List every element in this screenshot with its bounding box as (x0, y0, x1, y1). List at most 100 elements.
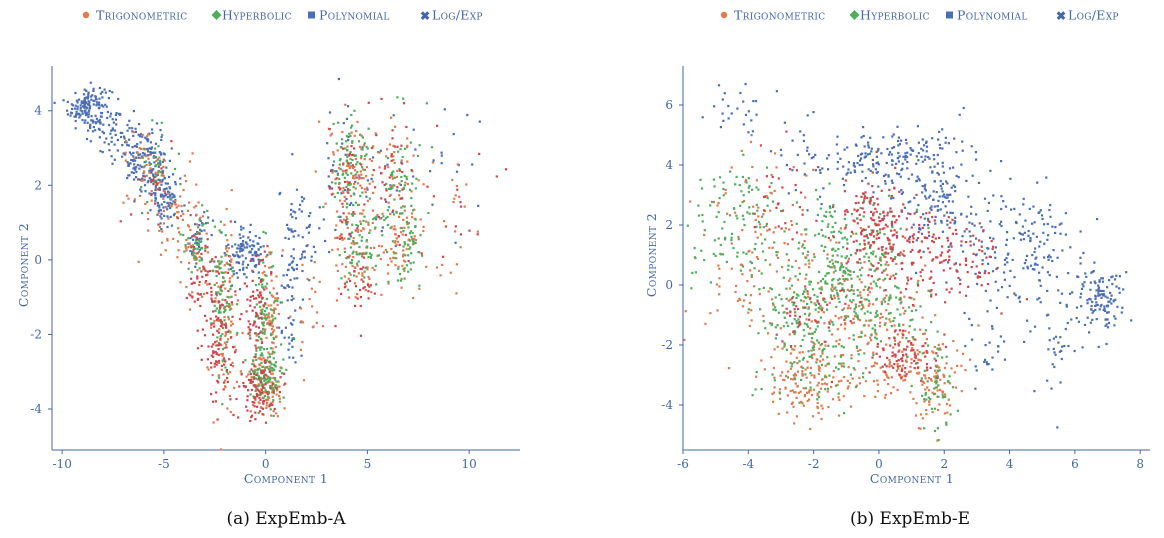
point-polynomial (921, 160, 924, 163)
point-polynomial (242, 227, 245, 230)
point-trigonometric (371, 209, 375, 212)
point-polynomial (73, 115, 76, 118)
point-polynomial (1115, 285, 1118, 288)
point-polynomial (183, 204, 186, 207)
point-trigonometric (455, 292, 458, 295)
point-logexp (373, 292, 376, 295)
point-trigonometric (396, 240, 400, 243)
point-logexp (950, 245, 953, 248)
point-trigonometric (888, 318, 891, 321)
point-polynomial (987, 363, 990, 366)
point-trigonometric (820, 404, 823, 407)
point-polynomial (305, 226, 308, 229)
point-hyperbolic (934, 386, 937, 389)
point-trigonometric (831, 333, 834, 336)
point-polynomial (1051, 259, 1054, 263)
point-trigonometric (931, 411, 934, 414)
point-trigonometric (928, 403, 931, 406)
point-polynomial (986, 246, 989, 250)
point-polynomial (1070, 318, 1073, 321)
point-trigonometric (809, 327, 812, 330)
point-polynomial (929, 194, 932, 197)
point-logexp (880, 189, 883, 192)
point-trigonometric (817, 310, 820, 314)
point-polynomial (327, 175, 330, 178)
point-polynomial (164, 182, 167, 185)
point-trigonometric (347, 212, 350, 215)
point-hyperbolic (837, 297, 840, 300)
point-trigonometric (339, 199, 342, 202)
point-hyperbolic (388, 187, 391, 190)
point-logexp (876, 267, 879, 270)
point-polynomial (195, 241, 199, 245)
point-trigonometric (749, 140, 753, 144)
point-polynomial (303, 250, 306, 253)
point-trigonometric (195, 213, 198, 216)
point-trigonometric (927, 400, 931, 403)
point-logexp (342, 212, 345, 215)
point-trigonometric (924, 377, 927, 380)
point-hyperbolic (766, 204, 769, 207)
point-logexp (843, 210, 847, 213)
point-hyperbolic (418, 284, 421, 287)
point-polynomial (1003, 271, 1006, 274)
point-polynomial (1125, 271, 1128, 274)
point-trigonometric (190, 245, 193, 248)
point-hyperbolic (272, 387, 275, 390)
point-polynomial (744, 113, 748, 116)
point-logexp (949, 242, 953, 245)
point-polynomial (1094, 308, 1097, 311)
point-polynomial (74, 115, 77, 118)
point-trigonometric (905, 359, 908, 362)
point-trigonometric (878, 325, 881, 328)
point-logexp (215, 363, 218, 366)
point-hyperbolic (795, 293, 799, 296)
point-polynomial (917, 177, 920, 180)
point-trigonometric (689, 200, 692, 203)
point-polynomial (994, 246, 997, 249)
point-hyperbolic (719, 252, 722, 255)
point-polynomial (1013, 292, 1016, 295)
point-logexp (253, 401, 256, 404)
point-trigonometric (127, 197, 130, 200)
legend-marker-logexp: ✖ (420, 9, 430, 23)
point-logexp (259, 380, 262, 383)
point-trigonometric (847, 366, 850, 369)
point-trigonometric (817, 368, 820, 371)
point-logexp (374, 186, 377, 189)
point-polynomial (111, 91, 114, 94)
point-polynomial (109, 132, 112, 135)
point-hyperbolic (794, 331, 797, 334)
point-polynomial (1047, 255, 1050, 258)
point-trigonometric (818, 366, 821, 369)
point-hyperbolic (807, 307, 810, 310)
point-trigonometric (376, 213, 379, 217)
point-polynomial (290, 255, 293, 258)
point-hyperbolic (261, 280, 264, 283)
point-hyperbolic (820, 363, 824, 367)
point-polynomial (752, 100, 755, 103)
point-hyperbolic (794, 378, 797, 381)
point-polynomial (1118, 275, 1121, 278)
point-hyperbolic (272, 414, 275, 417)
point-trigonometric (271, 400, 274, 403)
point-trigonometric (915, 372, 919, 375)
point-hyperbolic (921, 394, 924, 397)
point-polynomial (806, 149, 809, 152)
point-polynomial (114, 113, 117, 116)
point-trigonometric (911, 347, 914, 350)
point-trigonometric (832, 376, 835, 379)
point-polynomial (892, 196, 895, 200)
point-logexp (354, 229, 357, 232)
point-hyperbolic (222, 283, 225, 286)
point-polynomial (108, 89, 111, 93)
point-polynomial (301, 269, 304, 273)
point-hyperbolic (801, 366, 804, 369)
point-polynomial (915, 210, 918, 213)
point-logexp (271, 383, 274, 386)
point-trigonometric (851, 377, 854, 380)
point-trigonometric (921, 316, 924, 319)
point-trigonometric (853, 368, 856, 371)
point-trigonometric (276, 296, 279, 300)
point-logexp (247, 389, 250, 392)
